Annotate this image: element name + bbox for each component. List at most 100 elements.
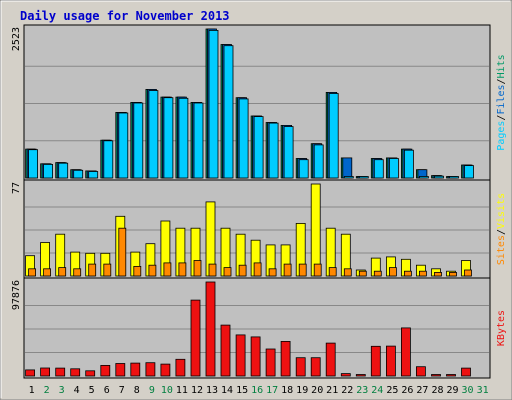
bar-sites-day-17 (268, 268, 277, 277)
day-label-23: 23 (356, 385, 368, 396)
y-max-label-kbytes: 97876 (11, 280, 22, 310)
bar-sites-day-20 (313, 263, 322, 277)
bar-sites-day-29 (449, 271, 457, 277)
bar-pages-day-14 (223, 45, 234, 179)
day-label-12: 12 (191, 385, 203, 396)
bar-kbytes-day-4 (70, 368, 81, 377)
day-label-27: 27 (416, 385, 428, 396)
bar-sites-day-15 (238, 264, 247, 277)
day-label-15: 15 (236, 385, 248, 396)
bar-pages-day-24 (373, 159, 384, 179)
legend-entry: Visits (496, 193, 507, 229)
bar-sites-day-19 (298, 263, 307, 277)
day-label-2: 2 (44, 385, 50, 396)
bar-pages-day-18 (283, 126, 294, 179)
bar-pages-day-7 (118, 112, 129, 179)
bar-pages-day-8 (133, 102, 144, 179)
day-label-4: 4 (74, 385, 80, 396)
panel-kbytes: 97876 KBytes (11, 277, 507, 379)
day-label-22: 22 (341, 385, 353, 396)
bar-pages-day-26 (403, 149, 414, 179)
bar-kbytes-day-6 (100, 364, 111, 377)
day-label-24: 24 (371, 385, 383, 396)
bar-pages-day-6 (103, 140, 114, 179)
bar-sites-day-25 (388, 267, 397, 277)
bar-kbytes-day-23 (355, 374, 366, 377)
bar-pages-day-20 (313, 144, 324, 179)
legend-visitors: Sites/Visits (496, 193, 507, 265)
legend-entry: / (496, 115, 507, 121)
legend-kbytes: KBytes (496, 310, 507, 346)
bar-files-day-22 (342, 157, 353, 179)
x-axis-day-labels: 1 2 3 4 5 6 7 8 9 10 11 12 13 14 15 16 17 18 19 20 21 22 23 24 2… (29, 385, 489, 396)
bar-sites-day-23 (358, 270, 367, 277)
bar-pages-day-23 (358, 176, 369, 179)
day-label-28: 28 (431, 385, 443, 396)
bar-pages-day-22 (343, 176, 354, 179)
bar-sites-day-7 (118, 227, 127, 277)
bar-pages-day-9 (148, 90, 159, 179)
bar-kbytes-day-27 (415, 366, 426, 377)
day-label-7: 7 (119, 385, 125, 396)
bar-pages-day-30 (464, 165, 474, 179)
panel-visitors: 77 Sites/Visits (11, 179, 507, 279)
bar-sites-day-10 (163, 262, 172, 277)
bar-sites-day-12 (193, 260, 202, 277)
bar-pages-day-28 (434, 175, 444, 179)
bar-kbytes-day-24 (370, 345, 381, 377)
bar-pages-day-11 (178, 97, 189, 179)
bar-sites-day-13 (208, 263, 217, 277)
bar-pages-day-3 (58, 162, 69, 179)
bar-sites-day-24 (373, 270, 382, 277)
day-label-14: 14 (221, 385, 233, 396)
legend-entry: Pages (496, 121, 507, 151)
day-label-18: 18 (281, 385, 293, 396)
day-label-25: 25 (386, 385, 398, 396)
bar-sites-day-11 (178, 262, 187, 277)
bar-sites-day-6 (103, 263, 112, 277)
bar-sites-day-1 (28, 268, 37, 277)
day-label-30: 30 (461, 385, 473, 396)
y-max-label-traffic: 2523 (11, 27, 22, 51)
day-label-10: 10 (161, 385, 173, 396)
bar-pages-day-27 (418, 176, 429, 179)
bar-kbytes-day-18 (280, 340, 291, 377)
bar-kbytes-day-13 (205, 281, 216, 377)
bar-kbytes-day-22 (340, 373, 351, 377)
bar-kbytes-day-9 (145, 362, 156, 377)
bar-kbytes-day-21 (325, 342, 336, 377)
bar-kbytes-day-20 (310, 357, 321, 377)
bar-kbytes-day-26 (400, 327, 411, 377)
day-label-21: 21 (326, 385, 338, 396)
bar-sites-day-14 (223, 267, 232, 277)
day-label-19: 19 (296, 385, 308, 396)
bar-kbytes-day-7 (115, 363, 126, 377)
bar-kbytes-day-16 (250, 336, 261, 377)
day-label-11: 11 (176, 385, 188, 396)
bar-kbytes-day-19 (295, 357, 306, 377)
bar-sites-day-27 (418, 270, 427, 277)
bar-sites-day-4 (73, 268, 82, 277)
legend-entry: Hits (496, 54, 507, 78)
bar-sites-day-8 (133, 265, 142, 277)
legend-traffic: Pages/Files/Hits (496, 54, 507, 150)
bar-pages-day-4 (73, 169, 84, 179)
day-label-9: 9 (149, 385, 155, 396)
legend-entry: Files (496, 84, 507, 114)
bar-kbytes-day-30 (461, 367, 471, 377)
bar-pages-day-17 (268, 122, 279, 179)
bar-pages-day-2 (43, 163, 53, 179)
legend-entry: / (496, 229, 507, 235)
bar-kbytes-day-3 (55, 367, 66, 377)
bar-kbytes-day-14 (220, 324, 231, 377)
bar-kbytes-day-29 (446, 374, 456, 377)
legend-entry: Sites (496, 235, 507, 265)
bar-pages-day-10 (163, 97, 174, 179)
y-max-label-visitors: 77 (11, 182, 22, 194)
day-label-16: 16 (251, 385, 263, 396)
bar-sites-day-22 (343, 268, 352, 277)
bar-kbytes-day-2 (40, 367, 50, 377)
bar-visits-day-20 (310, 183, 321, 277)
